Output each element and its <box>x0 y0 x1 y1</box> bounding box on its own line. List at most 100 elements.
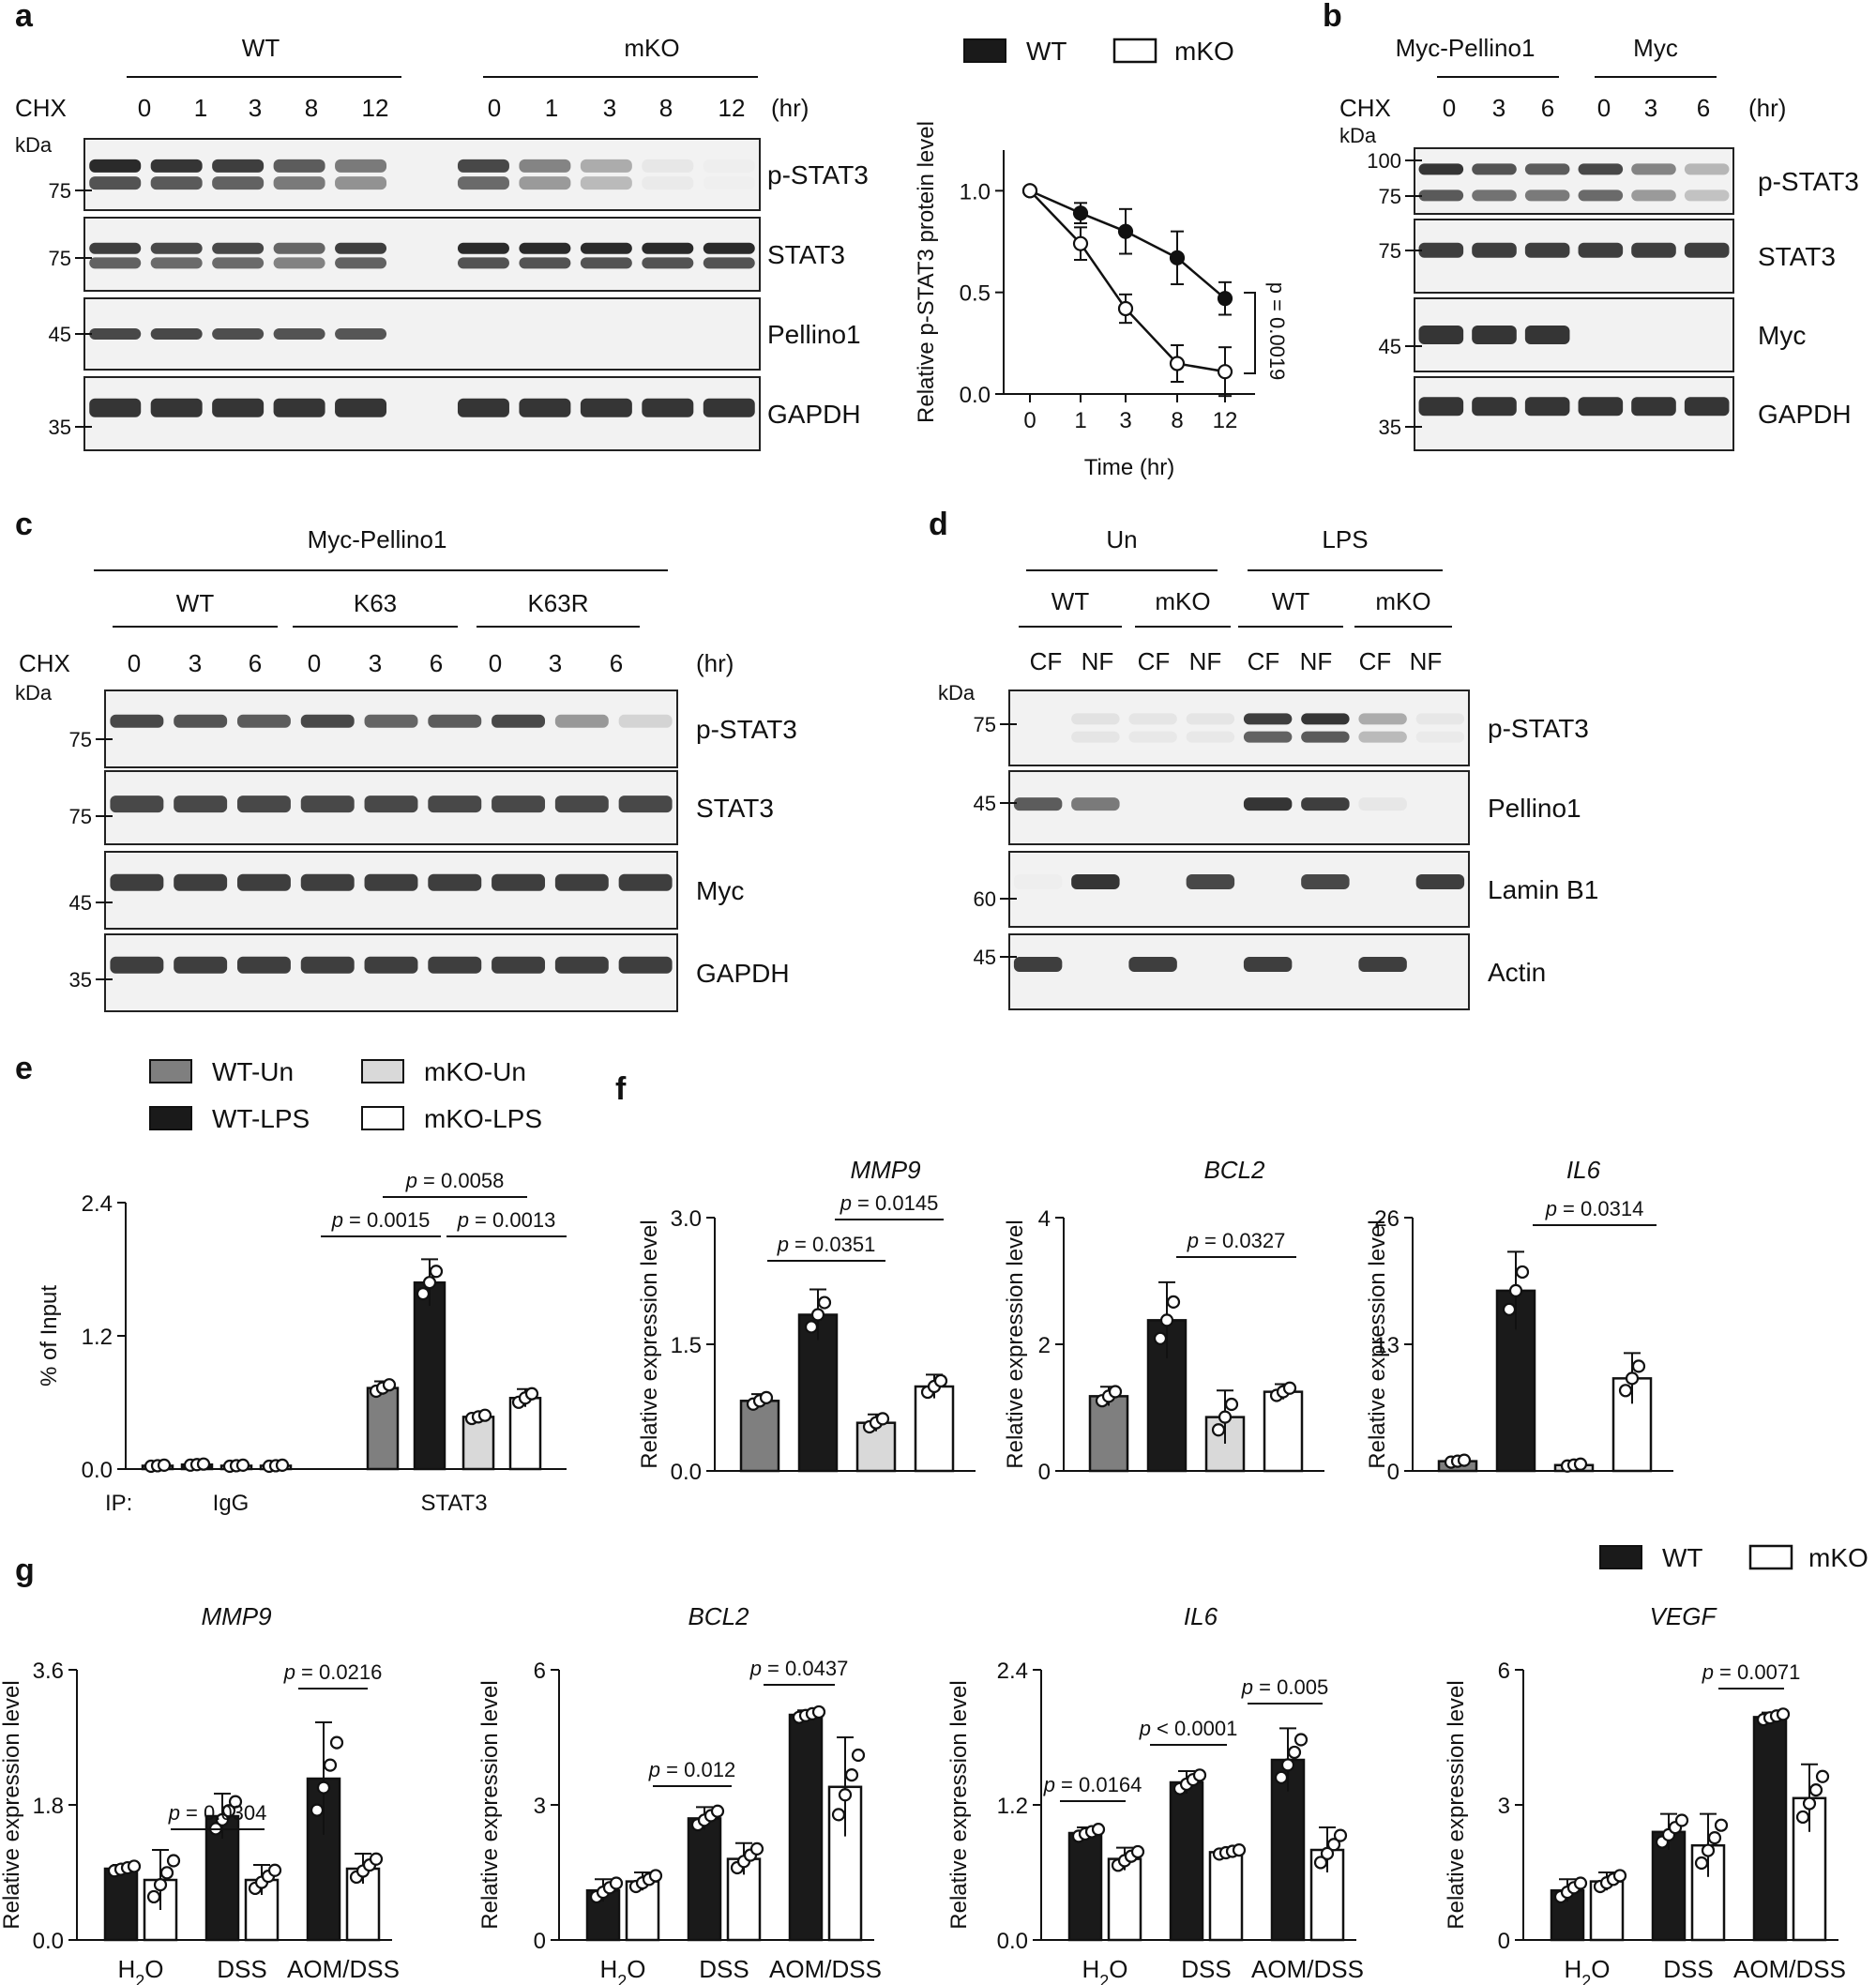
legend-swatch <box>361 1106 404 1130</box>
panel-d-blot-1-band <box>1358 797 1407 811</box>
chart-g-x-tick-label: DSS <box>699 1955 749 1983</box>
chart-f-bar-dot <box>1282 1381 1297 1395</box>
panel-c-kda-label: kDa <box>15 681 53 705</box>
panel-c-blot-1-band <box>618 796 673 813</box>
panel-a-timepoint: 12 <box>719 94 746 122</box>
panel-a-mw-label: 35 <box>49 416 71 439</box>
chart-g-bar-mKO-dot <box>1130 1844 1145 1859</box>
panel-a-blot-2-band <box>212 328 265 340</box>
chart-g-bar-WT-dot <box>710 1804 725 1818</box>
chart-f-0-y-tick-label: 1.5 <box>671 1333 702 1358</box>
panel-b-blot-0-membrane <box>1414 147 1734 215</box>
panel-a-blot-0-band <box>580 159 632 173</box>
chart-g-bar-mKO-dot <box>831 1808 846 1822</box>
panel-b-timepoint: 3 <box>1644 94 1657 122</box>
chart-f-2-y-tick-label: 13 <box>1374 1333 1399 1358</box>
panel-d-blot-3-band <box>1243 957 1293 972</box>
panel-d-fraction: CF <box>1359 647 1392 675</box>
panel-d-fraction: CF <box>1248 647 1280 675</box>
panel-c-blot-2-band <box>110 873 164 891</box>
panel-a-kda-label: kDa <box>15 133 53 157</box>
chart-f-bar <box>797 1313 839 1473</box>
panel-c-blot-1-band <box>364 796 418 813</box>
panel-b-blot-2-membrane <box>1414 297 1734 372</box>
line-chart-x-tick-label: 1 <box>1074 408 1086 433</box>
panel-c-blot-3-band <box>554 956 609 974</box>
panel-d-blot-0-band <box>1128 731 1177 743</box>
panel-d-blot-1-band <box>1013 797 1063 811</box>
chart-g-x-tick-label: AOM/DSS <box>769 1955 882 1983</box>
chart-e-y-label: % of Input <box>37 1285 62 1386</box>
chart-f-comparison-label: p = 0.0145 <box>840 1191 939 1215</box>
panel-d-kda-label: kDa <box>938 681 976 705</box>
panel-b-blot-3-membrane <box>1414 376 1734 451</box>
chart-g-x-tick-label: AOM/DSS <box>1733 1955 1846 1983</box>
chart-f-bar-dot <box>933 1373 948 1388</box>
panel-d-blot-0-band <box>1301 713 1350 725</box>
data-point-WT <box>1072 205 1089 221</box>
panel-a-blot-1-band <box>150 257 203 269</box>
chart-g-bar-WT-dot <box>1091 1823 1106 1837</box>
legend-label-wt: WT <box>1026 37 1067 66</box>
chart-g-bar-mKO-dot <box>1232 1842 1247 1857</box>
panel-c-chx-label: CHX <box>19 649 70 677</box>
panel-c-blot-0-band <box>364 714 418 728</box>
chart-g-x-tick-label: DSS <box>1181 1955 1231 1983</box>
panel-c-blot-3-band <box>364 956 418 974</box>
chart-g-0-y-tick-label: 3.6 <box>33 1659 64 1684</box>
panel-a-blot-0-band <box>89 176 142 190</box>
chart-g-x-tick-label: DSS <box>217 1955 266 1983</box>
chart-f-bar-dot <box>1224 1397 1239 1412</box>
panel-d-blot-0-band <box>1415 731 1465 743</box>
panel-a-blot-0-band <box>519 176 571 190</box>
panel-d-blot-label: Lamin B1 <box>1488 875 1598 904</box>
chart-e-bar-WT-Un-dot <box>382 1378 397 1392</box>
chart-e-bar-WT-LPS-dot <box>196 1457 211 1471</box>
panel-a-blot-3-band <box>580 398 632 417</box>
panel-c-blot-3-band <box>618 956 673 974</box>
chart-g-x-tick-label: AOM/DSS <box>1251 1955 1364 1983</box>
panel-b-blot-0-band <box>1578 189 1624 202</box>
chart-g-bar-WT <box>1169 1780 1204 1942</box>
panel-b-blot-label: STAT3 <box>1758 242 1836 271</box>
panel-a-mw-label: 75 <box>49 179 71 203</box>
chart-g-bar-WT-dot <box>1274 1770 1289 1784</box>
chart-g-3-y-tick-label: 0 <box>1498 1929 1510 1954</box>
panel-a-blot-0-membrane <box>83 138 761 211</box>
legend-swatch <box>149 1059 192 1083</box>
panel-d-fraction: NF <box>1300 647 1333 675</box>
panel-label-a: a <box>15 0 34 34</box>
chart-f-bar-dot <box>1166 1295 1181 1310</box>
legend-label-wt: WT <box>1662 1543 1703 1572</box>
chart-f-bar-dot <box>1508 1283 1523 1297</box>
panel-c-blot-label: p-STAT3 <box>696 715 797 744</box>
panel-a-blot-0-band <box>212 176 265 190</box>
chart-e-comparison-label: p = 0.0058 <box>405 1169 505 1192</box>
panel-c-mw-label: 45 <box>69 891 92 915</box>
panel-d-blot-2-band <box>1415 874 1465 889</box>
line-chart-y-tick-label: 1.0 <box>960 179 991 205</box>
chart-g-comparison-label: p = 0.0304 <box>168 1801 267 1825</box>
legend-swatch <box>149 1106 192 1130</box>
panel-a-blot-0-band <box>335 159 387 173</box>
panel-a-blot-1-band <box>335 257 387 269</box>
panel-a-blot-1-band <box>642 257 694 269</box>
panel-b-blot-0-band <box>1418 163 1464 175</box>
chart-g-bar-WT-dot <box>1294 1733 1309 1747</box>
chart-f-bar-dot <box>875 1412 890 1426</box>
chart-g-bar-WT-dot <box>127 1859 142 1873</box>
panel-c-timepoint: 0 <box>128 649 141 677</box>
panel-b-chx-label: CHX <box>1339 94 1391 122</box>
panel-a-blot-3-band <box>89 398 142 417</box>
panel-c-blot-3-band <box>428 956 482 974</box>
panel-d-blot-2-band <box>1014 874 1062 889</box>
panel-b-blot-0-band <box>1684 163 1730 175</box>
chart-g-x-tick-label: H2O <box>117 1955 163 1985</box>
chart-f-title: BCL2 <box>1203 1156 1265 1184</box>
panel-b-blot-1-band <box>1578 242 1624 258</box>
panel-c-timepoint: 0 <box>308 649 321 677</box>
chart-g-x-tick-label: H2O <box>1082 1955 1127 1985</box>
line-chart-annotation: p = 0.0019 <box>1265 282 1289 381</box>
line-chart-x-label: Time (hr) <box>1084 455 1174 480</box>
